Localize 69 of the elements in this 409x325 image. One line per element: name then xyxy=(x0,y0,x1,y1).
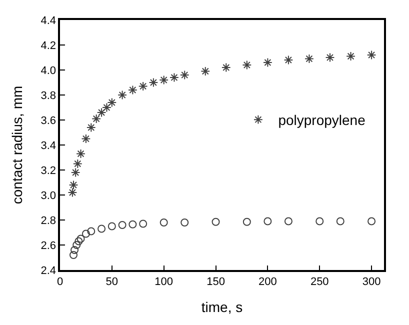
point xyxy=(118,90,128,100)
point xyxy=(70,246,79,254)
x-tick-label: 100 xyxy=(154,276,174,288)
point xyxy=(180,70,190,80)
x-tick-label: 300 xyxy=(362,276,381,288)
point xyxy=(102,102,112,112)
point xyxy=(107,98,117,108)
y-tick-label: 2.4 xyxy=(40,264,56,277)
y-tick-label: 3.6 xyxy=(40,114,56,127)
point xyxy=(316,217,324,226)
y-tick-label: 4.4 xyxy=(40,14,56,27)
y-tick-label: 2.6 xyxy=(40,240,56,252)
y-tick-label: 3.8 xyxy=(40,90,56,102)
y-tick-label: 4.2 xyxy=(40,40,56,52)
x-tick-label: 150 xyxy=(206,276,225,288)
y-axis-title: contact radius, mm xyxy=(8,86,25,204)
point xyxy=(170,72,179,82)
y-tick-label: 3.0 xyxy=(40,190,56,202)
point xyxy=(72,241,81,249)
y-tick-label: 2.8 xyxy=(40,214,56,227)
point xyxy=(366,50,376,60)
point xyxy=(81,134,91,144)
point xyxy=(304,54,314,64)
point xyxy=(221,62,231,72)
point xyxy=(138,82,148,91)
point xyxy=(336,217,344,226)
point xyxy=(118,221,126,229)
x-axis-title: time, s xyxy=(201,298,243,315)
point xyxy=(262,58,272,68)
point xyxy=(96,108,106,118)
point xyxy=(76,149,86,158)
point xyxy=(68,180,78,190)
point xyxy=(200,66,210,76)
point xyxy=(180,218,189,226)
point xyxy=(70,168,80,178)
point xyxy=(284,55,294,65)
point xyxy=(346,52,356,61)
point xyxy=(242,60,252,70)
point xyxy=(160,218,168,226)
x-tick-label: 250 xyxy=(310,276,329,288)
point xyxy=(108,222,116,230)
y-tick-label: 3.2 xyxy=(40,164,56,177)
y-tick-label: 3.4 xyxy=(40,140,56,152)
point xyxy=(82,230,90,238)
point xyxy=(284,217,292,226)
point xyxy=(139,220,148,228)
point xyxy=(76,234,85,243)
point xyxy=(72,159,82,168)
x-tick-label: 0 xyxy=(56,276,64,288)
point xyxy=(128,85,138,95)
point xyxy=(86,122,96,132)
point xyxy=(212,218,220,226)
legend-label: polypropylene xyxy=(278,112,366,128)
x-tick-label: 200 xyxy=(258,276,277,288)
y-tick-label: 4.0 xyxy=(40,64,56,77)
point xyxy=(242,218,251,226)
point xyxy=(87,227,96,236)
point xyxy=(68,188,78,198)
point xyxy=(74,237,83,246)
point xyxy=(325,52,335,62)
point xyxy=(148,78,158,88)
point xyxy=(264,217,272,226)
point xyxy=(128,220,137,228)
point xyxy=(159,75,169,85)
point xyxy=(70,251,78,259)
point xyxy=(92,114,102,124)
point xyxy=(98,224,106,233)
x-tick-label: 50 xyxy=(106,276,118,288)
point xyxy=(368,217,376,226)
